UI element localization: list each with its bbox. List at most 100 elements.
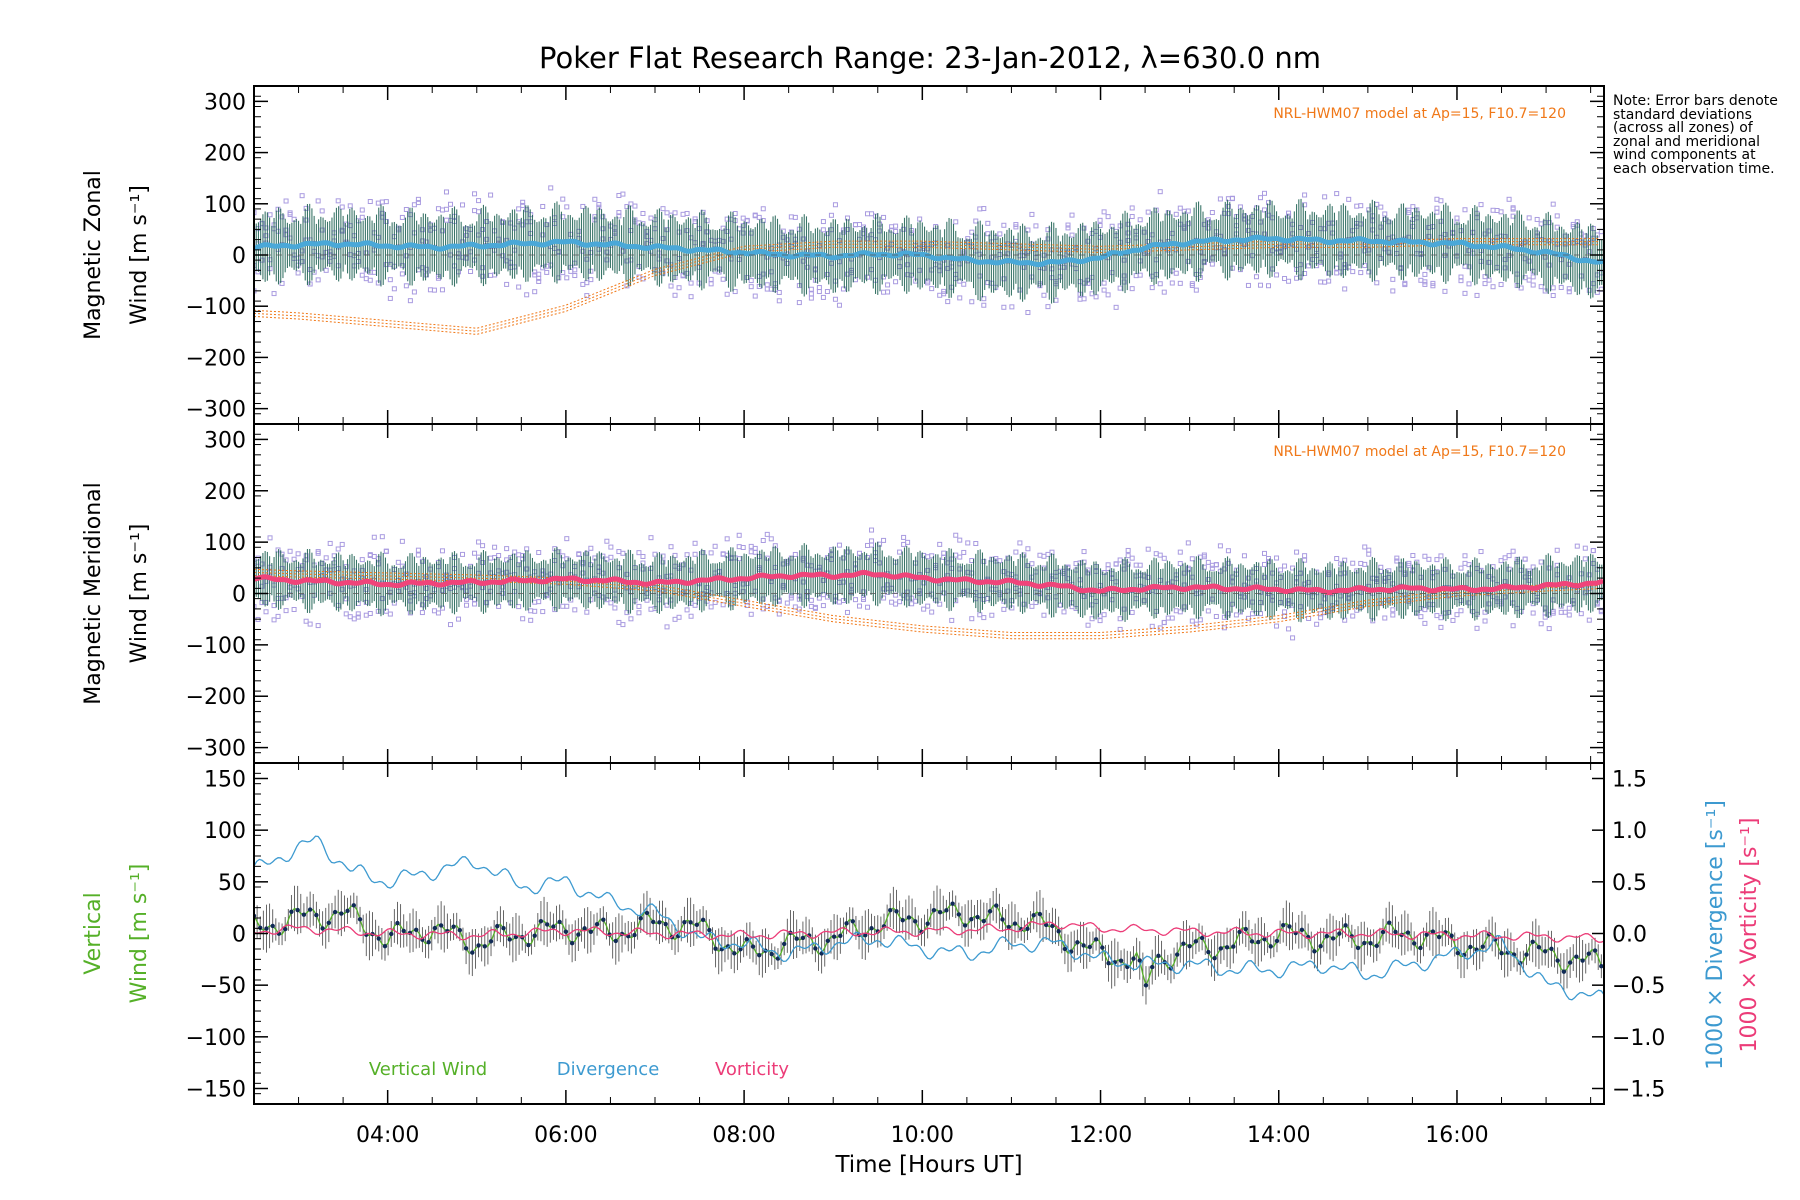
zone-point: [1582, 545, 1588, 551]
zone-point: [1462, 560, 1468, 566]
y-tick-label: −50: [200, 974, 246, 999]
zone-point: [1306, 615, 1312, 621]
zone-point: [1466, 281, 1472, 287]
zone-point: [640, 221, 646, 227]
zone-point: [760, 271, 766, 277]
zone-point: [383, 608, 389, 614]
zone-point: [620, 191, 626, 197]
y-tick-label: 50: [218, 871, 246, 896]
zone-point: [1225, 560, 1231, 566]
vertical-wind-point: [1524, 952, 1529, 957]
zone-point: [1085, 277, 1091, 283]
zone-point: [1438, 553, 1444, 559]
model-annotation: NRL-HWM07 model at Ap=15, F10.7=120: [1273, 444, 1566, 460]
zone-point: [1354, 203, 1360, 209]
zone-point: [1025, 546, 1031, 552]
zone-point: [303, 217, 309, 223]
zone-point: [840, 579, 846, 585]
y-axis-label: Wind [m s⁻¹]: [127, 524, 152, 664]
zone-point: [1510, 623, 1516, 629]
zone-point: [744, 274, 750, 280]
zone-point: [856, 603, 862, 609]
zone-point: [1422, 620, 1428, 626]
vertical-wind-point: [1330, 936, 1336, 941]
vertical-wind-point: [1561, 969, 1567, 974]
zone-point: [1462, 207, 1468, 213]
zone-point: [1502, 594, 1508, 600]
vertical-wind-point: [1043, 922, 1049, 928]
zone-point: [443, 206, 449, 212]
vertical-wind-point: [1187, 943, 1192, 949]
zone-point: [893, 279, 899, 285]
zone-point: [668, 544, 674, 550]
zone-point: [672, 616, 678, 622]
zone-point: [1245, 282, 1251, 288]
zone-point: [969, 229, 975, 235]
panel-vertical: 1.5 1.0 0.5 0.0 −0.5 −1.0 −1.5 1000 × Divergenc…: [81, 762, 1762, 1178]
zone-point: [456, 616, 462, 622]
zone-point: [415, 552, 421, 558]
zone-point: [359, 272, 365, 278]
zone-point: [387, 611, 393, 617]
vertical-wind-point: [351, 903, 357, 908]
vertical-wind-point: [1574, 954, 1579, 959]
zone-point: [347, 614, 353, 620]
zone-point: [788, 595, 794, 601]
zone-point: [692, 216, 698, 222]
zone-point: [1105, 214, 1111, 220]
zone-point: [1566, 261, 1572, 267]
zone-point: [560, 196, 566, 202]
zone-point: [1001, 304, 1007, 310]
zone-point: [1041, 265, 1047, 271]
y-axis-label: Magnetic Zonal: [81, 170, 106, 340]
zone-point: [1274, 623, 1280, 629]
vertical-wind-point: [1268, 944, 1273, 949]
zone-point: [1506, 553, 1512, 559]
zone-point: [973, 218, 979, 224]
zone-point: [1025, 310, 1031, 316]
zone-point: [913, 598, 919, 604]
zone-point: [905, 262, 911, 268]
vertical-wind-point: [713, 946, 718, 951]
zone-point: [925, 278, 931, 284]
zone-point: [740, 545, 746, 551]
zone-point: [1173, 211, 1179, 217]
zone-point: [608, 554, 614, 560]
zone-point: [1466, 600, 1472, 606]
zone-point: [1558, 284, 1564, 290]
zone-point: [279, 551, 285, 557]
zone-point: [784, 560, 790, 566]
zone-point: [708, 276, 714, 282]
zone-point: [869, 538, 875, 544]
zone-point: [608, 544, 614, 550]
zone-point: [580, 570, 586, 576]
zone-point: [532, 608, 538, 614]
vertical-wind-point: [1374, 943, 1379, 949]
zone-point: [640, 553, 646, 559]
vertical-wind-point: [551, 924, 556, 929]
zone-point: [648, 606, 654, 612]
zone-point: [1342, 557, 1348, 563]
zone-point: [804, 594, 810, 600]
zone-point: [468, 268, 474, 274]
zone-point: [1177, 549, 1183, 555]
zone-point: [965, 588, 971, 594]
zone-point: [536, 550, 542, 556]
zone-point: [1302, 553, 1308, 559]
zone-point: [1205, 219, 1211, 225]
zone-point: [1161, 619, 1167, 625]
zone-point: [488, 192, 494, 198]
zone-point: [852, 597, 858, 603]
zone-point: [945, 299, 951, 305]
vertical-wind-point: [1118, 958, 1124, 963]
zone-point: [1526, 577, 1532, 583]
zone-point: [1137, 272, 1143, 278]
zone-point: [1358, 203, 1364, 209]
zone-point: [343, 596, 349, 602]
zone-point: [1334, 265, 1340, 271]
zone-point: [644, 597, 650, 603]
zone-point: [1069, 212, 1075, 218]
zone-point: [500, 584, 506, 590]
zone-point: [1001, 222, 1007, 228]
zone-point: [1261, 561, 1267, 567]
